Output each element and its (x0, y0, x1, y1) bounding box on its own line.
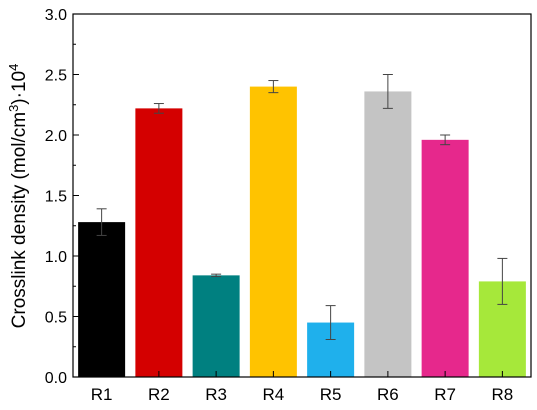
bar-r2 (135, 108, 183, 377)
bar-r4 (249, 86, 297, 377)
x-tick-label-r2: R2 (148, 385, 170, 404)
bar-r6 (364, 91, 412, 377)
error-bar-r2 (153, 103, 164, 114)
y-tick-label: 3.0 (45, 7, 67, 24)
error-bar-r4 (268, 80, 279, 94)
error-bar-r3 (211, 273, 222, 278)
x-axis-ticks: R1 R2 R3 R4 R5 R6 R7 R8 (91, 371, 513, 404)
error-bar-r1 (96, 208, 107, 236)
error-bars-layer (96, 74, 508, 340)
error-bar-r7 (440, 134, 451, 146)
x-tick-label-r5: R5 (320, 385, 342, 404)
y-tick-label: 2.5 (45, 68, 67, 85)
bar-r1 (78, 222, 126, 377)
bar-r7 (421, 139, 469, 377)
x-tick-label-r8: R8 (492, 385, 514, 404)
y-axis-ticks: 0.0 0.5 1.0 1.5 2.0 2.5 3.0 (45, 7, 79, 387)
bar-r3 (192, 275, 240, 377)
y-axis-label-main: Crosslink density (mol/cm (9, 112, 30, 328)
y-tick-label: 1.0 (45, 249, 67, 266)
y-axis-label-sup-2: 4 (6, 64, 21, 71)
y-tick-label: 2.0 (45, 128, 67, 145)
x-tick-label-r6: R6 (377, 385, 399, 404)
y-axis-label-mid: )·10 (9, 71, 30, 105)
x-tick-label-r1: R1 (91, 385, 113, 404)
error-bar-r8 (497, 257, 508, 305)
y-tick-label: 0.5 (45, 310, 67, 327)
error-bar-r6 (382, 74, 393, 109)
bars-layer (78, 86, 526, 377)
y-tick-label: 0.0 (45, 370, 67, 387)
y-axis-label: Crosslink density (mol/cm3)·104 (6, 64, 30, 329)
x-tick-label-r3: R3 (205, 385, 227, 404)
y-tick-label: 1.5 (45, 189, 67, 206)
x-tick-label-r4: R4 (263, 385, 285, 404)
y-axis-label-sup-1: 3 (6, 105, 21, 112)
x-tick-label-r7: R7 (434, 385, 456, 404)
error-bar-r5 (325, 305, 336, 340)
